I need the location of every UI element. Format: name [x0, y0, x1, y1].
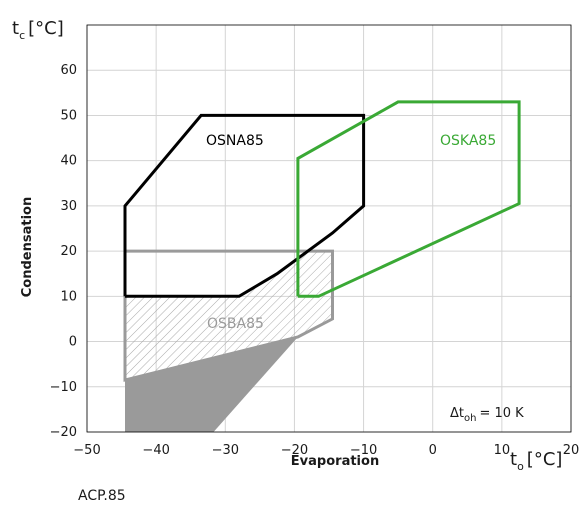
- y-tick-label: 10: [60, 289, 77, 304]
- y-axis-unit: tc [°C]: [12, 18, 64, 42]
- x-axis-unit: to [°C]: [510, 449, 562, 473]
- y-tick-label: 40: [60, 154, 77, 169]
- osba85-solid-area: [125, 337, 298, 432]
- svg-text:tc[°C]: tc [°C]: [12, 18, 64, 42]
- y-tick-label: 60: [60, 63, 77, 78]
- y-tick-label: −10: [50, 380, 77, 395]
- y-axis-subscript: c: [19, 29, 25, 42]
- oska85-envelope-line: [296, 100, 521, 298]
- x-tick-label: −50: [73, 443, 100, 458]
- osna85-envelope-line: [123, 113, 366, 298]
- x-axis-subscript: o: [517, 460, 524, 473]
- y-tick-label: 0: [69, 335, 77, 350]
- y-axis-symbol: t: [12, 18, 19, 39]
- x-axis-symbol: t: [510, 449, 517, 470]
- y-axis-unit-text: [°C]: [28, 18, 64, 39]
- y-axis-title: Condensation: [20, 197, 35, 297]
- svg-text:to[°C]: to [°C]: [510, 449, 562, 473]
- x-tick-labels: −50 −40 −30 −20 −10 0 10 20: [73, 443, 579, 458]
- annotation-subscript: oh: [464, 413, 476, 424]
- x-tick-label: 10: [494, 443, 511, 458]
- osba85-label: OSBA85: [207, 316, 264, 332]
- x-axis-unit-text: [°C]: [527, 449, 563, 470]
- oska85-label: OSKA85: [440, 133, 496, 149]
- model-footer-label: ACP.85: [78, 488, 126, 504]
- osna85-label: OSNA85: [206, 133, 264, 149]
- x-tick-label: 20: [563, 443, 580, 458]
- osba85-hatched-area: [125, 251, 333, 380]
- y-tick-label: 20: [60, 244, 77, 259]
- x-tick-label: −40: [142, 443, 169, 458]
- y-tick-label: 30: [60, 199, 77, 214]
- x-tick-label: −30: [212, 443, 239, 458]
- superheat-annotation: Δtoh = 10 K: [450, 406, 524, 424]
- y-tick-label: 50: [60, 108, 77, 123]
- x-tick-label: −20: [281, 443, 308, 458]
- plot-frame: [86, 24, 572, 433]
- svg-text:Δtoh= 10 K: Δtoh = 10 K: [450, 406, 524, 424]
- annotation-prefix: Δt: [450, 406, 464, 421]
- x-axis-title: Evaporation: [291, 454, 379, 469]
- x-tick-label: 0: [429, 443, 437, 458]
- x-tick-label: −10: [350, 443, 377, 458]
- y-tick-label: −20: [50, 425, 77, 440]
- annotation-value: = 10 K: [479, 406, 524, 421]
- y-tick-labels: −20 −10 0 10 20 30 40 50 60: [50, 63, 77, 440]
